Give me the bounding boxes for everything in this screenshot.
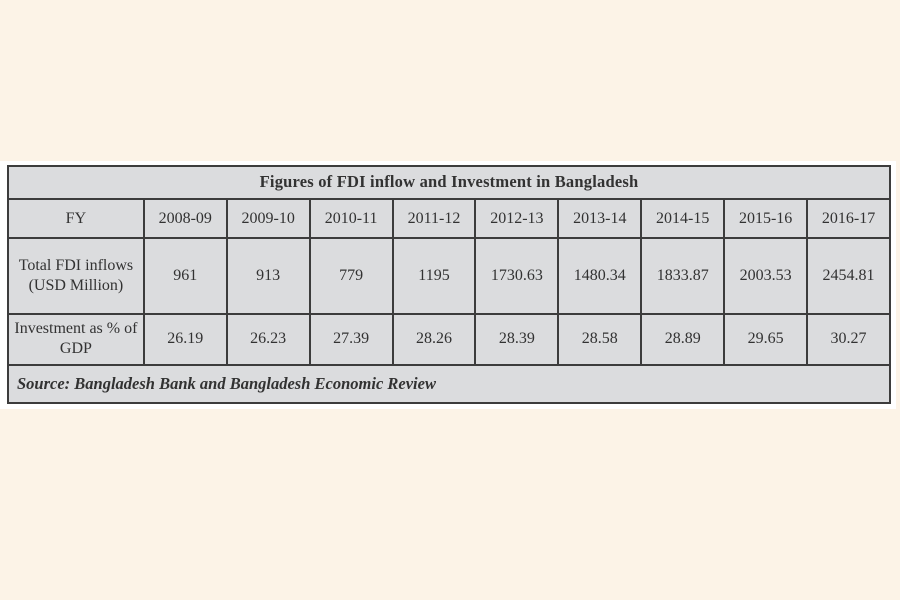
investment-row-label: Investment as % of GDP	[7, 312, 145, 366]
fdi-row-label: Total FDI inflows (USD Million)	[7, 237, 145, 315]
header-year: 2010-11	[308, 198, 394, 240]
investment-value: 27.39	[308, 312, 394, 366]
header-year: 2013-14	[557, 198, 643, 240]
fdi-value: 1730.63	[474, 237, 560, 315]
investment-value: 28.58	[557, 312, 643, 366]
header-year: 2011-12	[391, 198, 477, 240]
fdi-value: 1195	[391, 237, 477, 315]
investment-value: 28.39	[474, 312, 560, 366]
investment-value: 26.19	[142, 312, 228, 366]
header-fy: FY	[7, 198, 145, 240]
header-year: 2016-17	[806, 198, 891, 240]
table-title-row: Figures of FDI inflow and Investment in …	[7, 164, 891, 201]
table-figure-panel: Figures of FDI inflow and Investment in …	[0, 161, 896, 409]
investment-value: 28.89	[640, 312, 726, 366]
header-year: 2015-16	[723, 198, 809, 240]
investment-value: 29.65	[723, 312, 809, 366]
header-year: 2014-15	[640, 198, 726, 240]
fdi-value: 2454.81	[806, 237, 891, 315]
investment-gdp-row: Investment as % of GDP 26.19 26.23 27.39…	[7, 312, 891, 366]
fdi-table: Figures of FDI inflow and Investment in …	[7, 164, 891, 405]
fdi-value: 2003.53	[723, 237, 809, 315]
header-year: 2009-10	[225, 198, 311, 240]
fdi-value: 961	[142, 237, 228, 315]
source-row: Source: Bangladesh Bank and Bangladesh E…	[7, 363, 891, 405]
header-year: 2012-13	[474, 198, 560, 240]
fdi-value: 913	[225, 237, 311, 315]
table-header-row: FY 2008-09 2009-10 2010-11 2011-12 2012-…	[7, 198, 891, 240]
fdi-value: 779	[308, 237, 394, 315]
fdi-value: 1480.34	[557, 237, 643, 315]
investment-value: 30.27	[806, 312, 891, 366]
header-year: 2008-09	[142, 198, 228, 240]
source-note: Source: Bangladesh Bank and Bangladesh E…	[7, 363, 891, 405]
fdi-value: 1833.87	[640, 237, 726, 315]
fdi-inflows-row: Total FDI inflows (USD Million) 961 913 …	[7, 237, 891, 315]
table-title: Figures of FDI inflow and Investment in …	[7, 164, 891, 201]
investment-value: 26.23	[225, 312, 311, 366]
investment-value: 28.26	[391, 312, 477, 366]
